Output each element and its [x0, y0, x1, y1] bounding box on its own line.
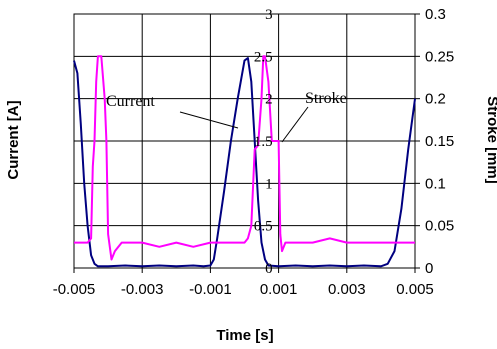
- y-right-tick-label: 0.05: [425, 218, 454, 235]
- x-tick-label: -0.003: [121, 281, 164, 298]
- y-left-tick-label: 3: [265, 7, 273, 23]
- x-tick-label: 0.001: [260, 281, 298, 298]
- annotation-stroke: Stroke: [305, 90, 347, 107]
- series-line-stroke: [74, 55, 415, 261]
- y-left-tick-label: 1.5: [254, 134, 273, 150]
- y-left-tick-labels: 0 0.5 1 1.5 2 2.5 3: [254, 7, 273, 277]
- y-axis-left-title: Current [A]: [5, 100, 22, 179]
- annotation-current-leader: [179, 111, 239, 129]
- y-right-tick-labels: 0 0.05 0.1 0.15 0.2 0.25 0.3: [425, 6, 454, 277]
- annotation-stroke-leader: [281, 106, 309, 143]
- series-lines: [73, 55, 416, 268]
- y-left-tick-label: 2: [265, 92, 273, 108]
- y-left-tick-label: 0.5: [254, 219, 273, 235]
- x-axis-title: Time [s]: [216, 327, 273, 344]
- x-tick-labels: -0.005 -0.003 -0.001 0.001 0.003 0.005: [53, 281, 434, 298]
- y-right-tick-label: 0.15: [425, 133, 454, 150]
- x-tick-label: -0.001: [189, 281, 232, 298]
- y-right-tick-label: 0.2: [425, 91, 446, 108]
- series-line-current: [73, 57, 416, 268]
- x-tick-label: -0.005: [53, 281, 96, 298]
- y-right-tick-label: 0.3: [425, 6, 446, 23]
- y-right-tick-label: 0.1: [425, 175, 446, 192]
- y-right-tick-label: 0: [425, 260, 433, 277]
- y-left-tick-label: 0: [265, 261, 273, 277]
- annotation-current: Current: [106, 93, 155, 110]
- annotations: Current Stroke: [106, 90, 347, 143]
- x-tick-label: 0.005: [396, 281, 434, 298]
- y-left-tick-label: 2.5: [254, 49, 273, 65]
- y-left-tick-label: 1: [265, 176, 273, 192]
- grid-lines: [73, 13, 420, 273]
- y-axis-right-title: Stroke [mm]: [484, 96, 497, 184]
- y-right-tick-label: 0.25: [425, 48, 454, 65]
- x-tick-label: 0.003: [328, 281, 366, 298]
